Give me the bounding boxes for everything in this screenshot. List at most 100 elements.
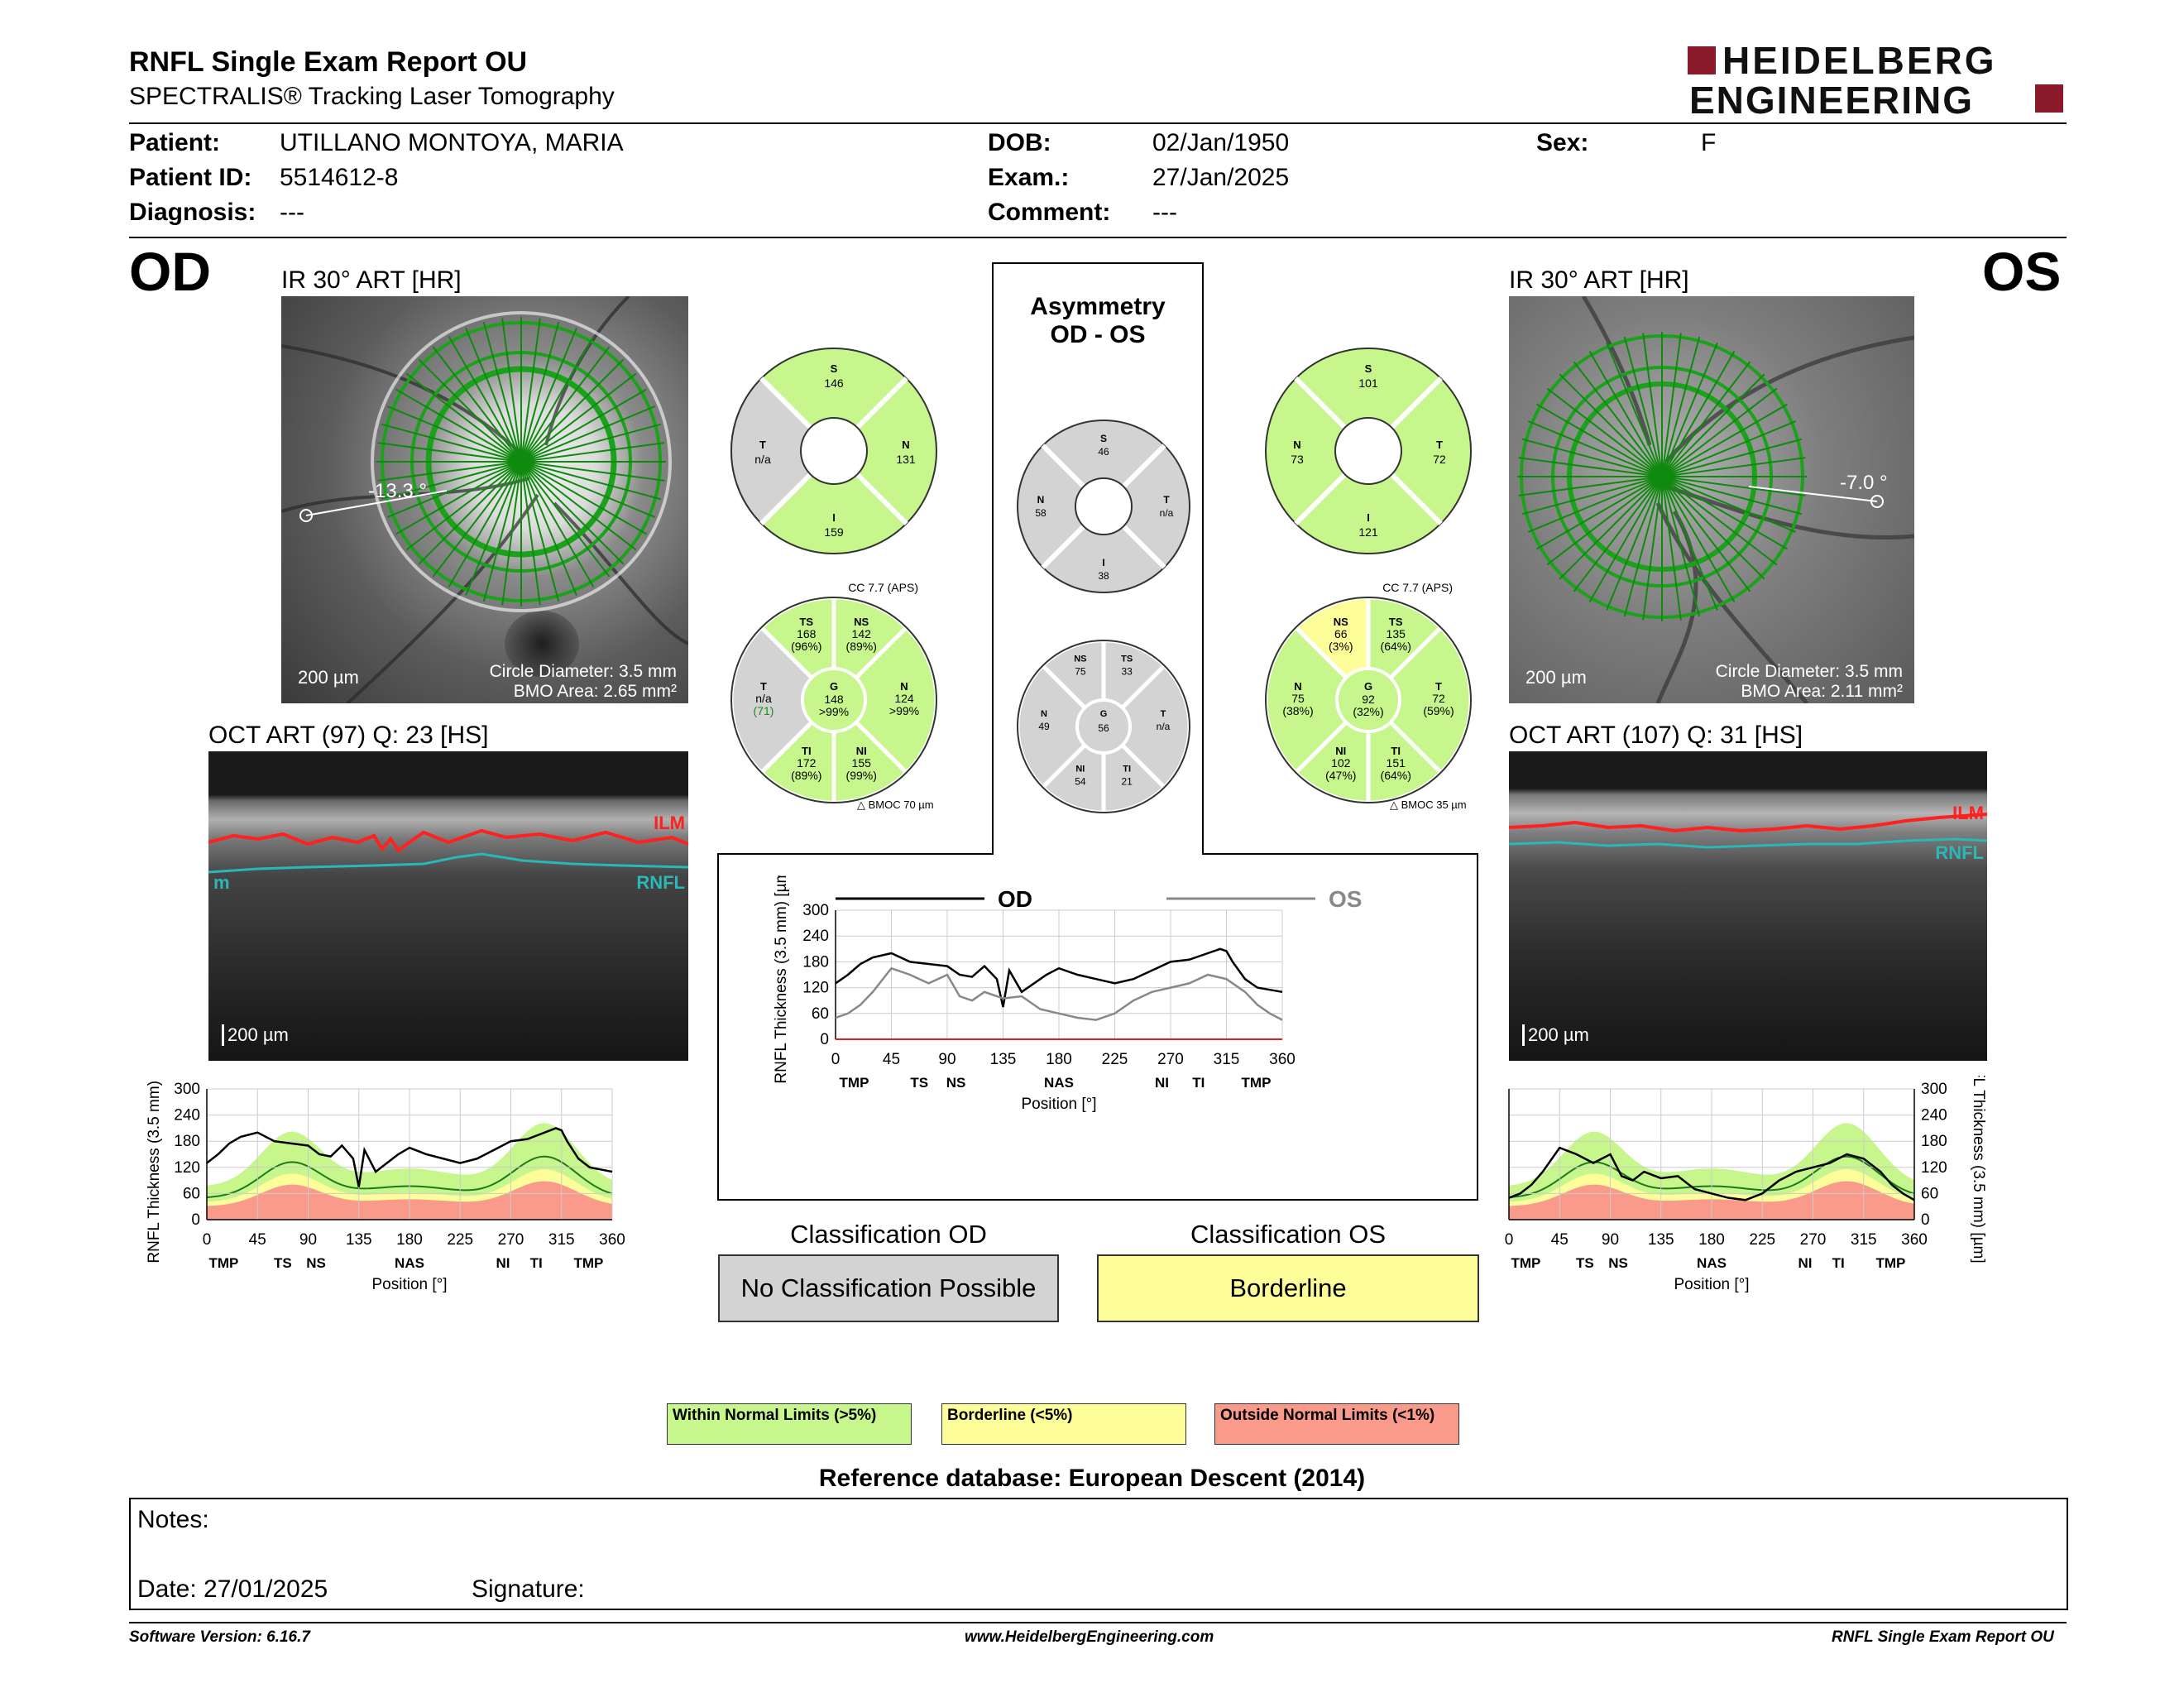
scan-ray: [520, 461, 577, 597]
scan-ray: [1546, 387, 1663, 477]
scan-ray: [1661, 476, 1803, 516]
x-tick-label: 225: [1749, 1231, 1775, 1249]
exam-label: Exam.:: [988, 164, 1070, 191]
y-tick-label: 180: [174, 1133, 200, 1150]
sector-n-pct: (38%): [1282, 704, 1313, 717]
scan-ray: [1606, 342, 1663, 477]
sex-value: F: [1701, 129, 1717, 156]
scan-ray: [1661, 457, 1806, 477]
scan-ray: [1661, 476, 1718, 611]
y-tick-label: 120: [174, 1159, 200, 1177]
x-tick-label: 90: [299, 1231, 317, 1249]
notes-box[interactable]: Notes: Date: 27/01/2025 Signature:: [129, 1498, 2068, 1610]
od-rnfl-label: RNFL: [636, 872, 685, 893]
sector-ns-pct: (3%): [1329, 640, 1353, 653]
asymmetry-subtitle: OD - OS: [1050, 321, 1146, 348]
scan-ray: [1546, 476, 1663, 566]
sector-tick-label: NS: [946, 1075, 966, 1091]
patient-id-label: Patient ID:: [129, 164, 252, 191]
scan-ray: [520, 461, 637, 551]
signature-label: Signature:: [472, 1575, 585, 1603]
scan-ray: [1661, 361, 1751, 477]
footer-report-name: RNFL Single Exam Report OU: [1832, 1628, 2054, 1646]
scan-ray: [386, 461, 522, 518]
report-subtitle: SPECTRALIS® Tracking Laser Tomography: [129, 83, 615, 110]
software-version: Software Version: 6.16.7: [129, 1628, 310, 1646]
sector-tick-label: TMP: [208, 1255, 238, 1271]
x-tick-label: 135: [1648, 1231, 1674, 1249]
scan-ray: [1588, 350, 1663, 477]
sector-g: [801, 667, 867, 733]
scan-ray: [1623, 336, 1663, 477]
center-thickness-chart: OD OS 0 60 120 180 240 300 0 45 90 135 180 225 270 315 3…: [773, 875, 1362, 1113]
scan-ray: [1642, 476, 1663, 621]
sector-n-pct: >99%: [889, 704, 919, 717]
os-ir-image: -7.0 ° 200 µm Circle Diameter: 3.5 mm BM…: [1509, 296, 1914, 703]
od-center-line: [835, 947, 1283, 1008]
website-link[interactable]: www.HeidelbergEngineering.com: [965, 1628, 1214, 1646]
x-tick-label: 45: [883, 1051, 900, 1068]
os-rnfl-label: RNFL: [1935, 842, 1984, 863]
od-ilm-label: ILM: [654, 813, 685, 833]
scan-ray: [448, 461, 522, 588]
sector-ti-label: TI: [1391, 745, 1401, 757]
scan-ray: [520, 358, 625, 463]
scan-ray: [482, 461, 522, 602]
od-thickness-line: [206, 1127, 613, 1187]
sector-g: [1075, 698, 1132, 755]
sector-t-label: T: [1161, 709, 1166, 719]
scan-ray: [1661, 373, 1765, 477]
x-tick-label: 360: [1269, 1051, 1296, 1068]
sector-t-value: 72: [1432, 692, 1445, 705]
sector-tick-label: TMP: [1511, 1255, 1540, 1271]
sector-tick-label: TI: [1192, 1075, 1205, 1091]
sector-tick-label: TMP: [573, 1255, 603, 1271]
x-tick-label: 45: [249, 1231, 266, 1249]
sector-ni-value: 102: [1331, 756, 1351, 770]
scan-ray: [1661, 438, 1803, 477]
os-circle-diameter: Circle Diameter: 3.5 mm: [1715, 662, 1903, 681]
sector-ns-label: NS: [1074, 655, 1086, 664]
x-tick-label: 270: [1800, 1231, 1827, 1249]
x-tick-label: 315: [1214, 1051, 1240, 1068]
y-tick-label: 300: [802, 902, 829, 919]
sector-ts-value: 168: [797, 627, 817, 640]
x-tick-label: 315: [1851, 1231, 1877, 1249]
sector-charts: S 146 N 131 I 159 T n/a S 46 N 58 T n/a …: [730, 348, 1472, 594]
x-tick-label: 225: [1102, 1051, 1128, 1068]
asym-i-label: I: [1102, 557, 1104, 568]
scan-ray: [520, 461, 611, 578]
os-ir-title: IR 30° ART [HR]: [1509, 266, 1689, 294]
scan-ray: [395, 461, 522, 535]
os-bmoc-label: △ BMOC 35 µm: [1390, 798, 1467, 811]
comment-value: ---: [1152, 199, 1177, 226]
y-axis-label: RNFL Thickness (3.5 mm) [µm]: [1970, 1076, 1987, 1264]
sector-tick-label: NI: [1155, 1075, 1169, 1091]
y-tick-label: 60: [183, 1185, 200, 1202]
scan-ray: [520, 461, 656, 518]
sector-g: [1335, 667, 1401, 733]
sector-tick-label: TS: [1576, 1255, 1594, 1271]
dob-label: DOB:: [988, 129, 1051, 156]
classification-od-title: Classification OD: [790, 1220, 987, 1249]
sector-tick-label: TS: [274, 1255, 292, 1271]
scan-ray: [395, 388, 522, 463]
y-tick-label: 0: [191, 1211, 200, 1229]
x-tick-label: 180: [1046, 1051, 1072, 1068]
scan-ray: [418, 461, 522, 565]
os-n-label: N: [1293, 439, 1300, 451]
od-bmoc-label: △ BMOC 70 µm: [857, 798, 934, 811]
x-tick-label: 0: [831, 1051, 841, 1068]
sector-t-value: n/a: [755, 692, 772, 705]
scan-ray: [1661, 476, 1751, 592]
heidelberg-logo: HEIDELBERG ENGINEERING: [1688, 39, 2068, 122]
od-oct-image: ILM RNFL m 200 µm: [208, 751, 688, 1061]
sex-label: Sex:: [1536, 129, 1589, 156]
legend-outside-normal: Outside Normal Limits (<1%): [1214, 1403, 1459, 1445]
sector-g-pct: (32%): [1353, 705, 1383, 718]
sector-tick-label: NAS: [1697, 1255, 1727, 1271]
scan-ray: [520, 372, 637, 463]
od-sector6-chart: TS168(96%)NS142(89%)N124>99%NI155(99%)TI…: [729, 595, 939, 805]
os-ilm-label: ILM: [1952, 803, 1984, 823]
